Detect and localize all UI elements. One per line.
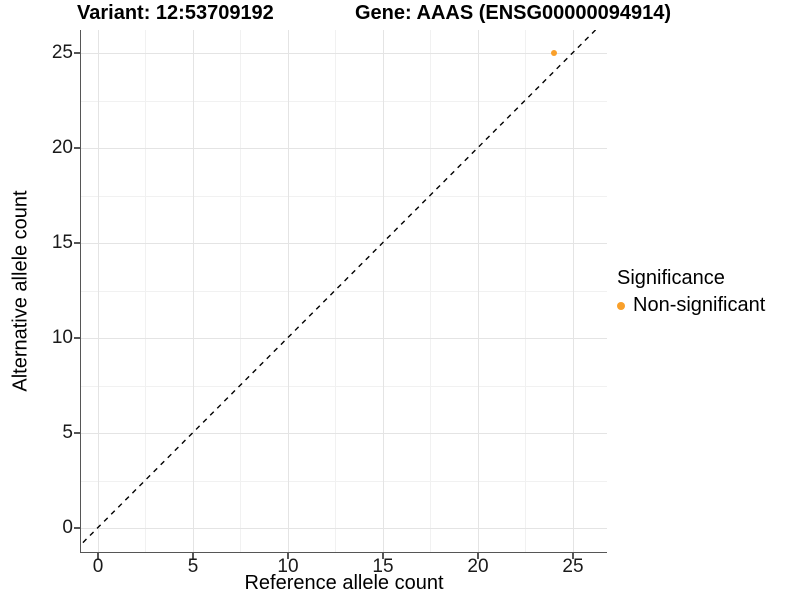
y-axis-tick-label: 0: [62, 517, 73, 538]
legend-point-icon: [617, 301, 625, 310]
x-axis-tick-label: 10: [277, 556, 299, 577]
x-axis-tick: [97, 553, 99, 559]
plot-title-variant: Variant: 12:53709192: [77, 2, 274, 24]
legend-title: Significance: [617, 267, 725, 289]
major-gridline-horizontal: [81, 148, 607, 149]
plot-panel: [80, 30, 607, 553]
major-gridline-vertical: [287, 30, 289, 552]
major-gridline-vertical: [97, 30, 99, 552]
x-axis-title: Reference allele count: [244, 572, 444, 594]
major-gridline-horizontal: [81, 338, 607, 339]
y-axis-tick-label: 10: [51, 327, 73, 348]
x-axis-tick: [572, 553, 574, 559]
y-axis-tick-label: 20: [51, 137, 73, 158]
minor-gridline-horizontal: [81, 480, 607, 482]
major-gridline-vertical: [477, 30, 479, 552]
x-axis-tick: [287, 553, 289, 559]
major-gridline-horizontal: [81, 433, 607, 434]
y-axis-tick-label: 25: [51, 42, 73, 63]
y-axis-tick-label: 5: [62, 422, 73, 443]
y-axis-tick: [74, 432, 80, 434]
legend-item-non-significant: Non-significant: [617, 292, 765, 319]
y-axis-title: Alternative allele count: [9, 190, 32, 392]
x-axis-tick: [477, 553, 479, 559]
legend: Significance Non-significant: [617, 265, 765, 319]
legend-item-label: Non-significant: [633, 294, 766, 316]
major-gridline-horizontal: [81, 528, 607, 529]
x-axis-tick-label: 5: [187, 556, 199, 577]
x-axis-tick: [192, 553, 194, 559]
major-gridline-horizontal: [81, 243, 607, 244]
major-gridline-vertical: [382, 30, 384, 552]
x-axis-tick-label: 0: [92, 556, 104, 577]
y-axis-tick: [74, 147, 80, 149]
major-gridline-horizontal: [81, 53, 607, 54]
y-axis-tick: [74, 337, 80, 339]
minor-gridline-horizontal: [81, 100, 607, 102]
data-point: [550, 50, 557, 56]
y-axis-tick: [74, 527, 80, 529]
y-axis-tick: [74, 52, 80, 54]
minor-gridline-horizontal: [81, 290, 607, 292]
x-axis-tick-label: 15: [372, 556, 394, 577]
x-axis-tick: [382, 553, 384, 559]
major-gridline-vertical: [572, 30, 574, 552]
identity-dashed-line: [81, 30, 597, 546]
minor-gridline-horizontal: [81, 385, 607, 387]
y-axis-tick: [74, 242, 80, 244]
y-axis-tick-label: 15: [51, 232, 73, 253]
minor-gridline-horizontal: [81, 195, 607, 197]
x-axis-tick-label: 20: [467, 556, 489, 577]
x-axis-tick-label: 25: [562, 556, 584, 577]
major-gridline-vertical: [192, 30, 194, 552]
plot-title-gene: Gene: AAAS (ENSG00000094914): [355, 2, 672, 24]
